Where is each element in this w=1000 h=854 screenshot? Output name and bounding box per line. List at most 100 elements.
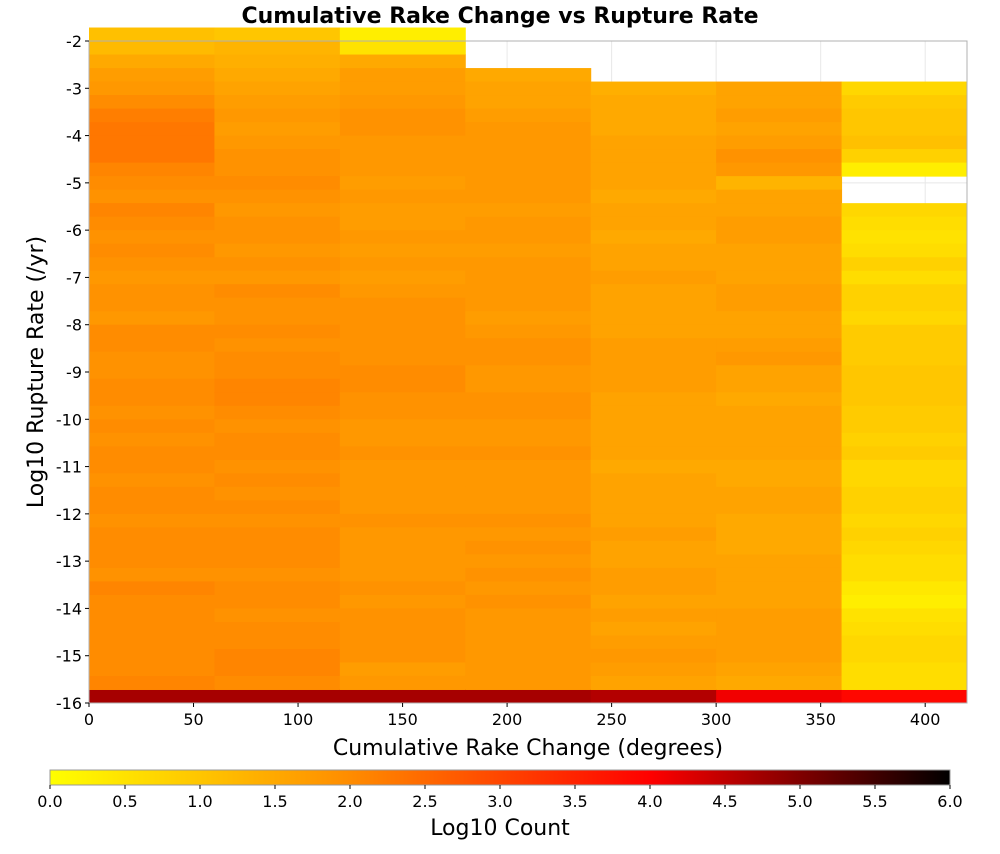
heatmap-cell: [89, 270, 215, 285]
heatmap-cell: [590, 338, 717, 353]
heatmap-cell: [841, 500, 968, 515]
heatmap-cell: [89, 594, 215, 609]
heatmap-cell: [214, 621, 341, 636]
heatmap-cell: [339, 594, 466, 609]
heatmap-cell: [89, 459, 215, 474]
heatmap-cell: [89, 540, 215, 555]
heatmap-cell: [590, 621, 717, 636]
heatmap-cell: [465, 351, 592, 366]
heatmap-cell: [716, 662, 843, 677]
heatmap-cell: [465, 662, 592, 677]
heatmap-cell: [590, 513, 717, 528]
heatmap-cell: [89, 581, 215, 596]
heatmap-cell: [214, 284, 341, 299]
heatmap-cell: [841, 594, 968, 609]
heatmap-cell: [89, 149, 215, 164]
heatmap-cell: [841, 473, 968, 488]
heatmap-cell: [214, 513, 341, 528]
heatmap-cell: [716, 108, 843, 123]
heatmap-cell: [590, 365, 717, 380]
heatmap-cell: [841, 243, 968, 258]
heatmap-cell: [339, 68, 466, 83]
heatmap-cell: [214, 351, 341, 366]
heatmap-cell: [89, 324, 215, 339]
colorbar-tick-label: 1.0: [187, 792, 212, 811]
heatmap-cell: [716, 608, 843, 623]
heatmap-cell: [841, 108, 968, 123]
y-axis-label: Log10 Rupture Rate (/yr): [24, 236, 49, 508]
heatmap-cell: [716, 459, 843, 474]
heatmap-cell: [465, 689, 592, 704]
heatmap-cell: [465, 527, 592, 542]
heatmap-cell: [716, 338, 843, 353]
heatmap-cell: [465, 122, 592, 137]
heatmap-cell: [214, 540, 341, 555]
heatmap-cell: [716, 675, 843, 690]
heatmap-cell: [465, 189, 592, 204]
heatmap-cell: [89, 513, 215, 528]
heatmap-cell: [465, 378, 592, 393]
heatmap-cell: [89, 108, 215, 123]
heatmap-cell: [89, 216, 215, 231]
heatmap-cell: [716, 419, 843, 434]
heatmap-cell: [339, 122, 466, 137]
heatmap-cell: [339, 189, 466, 204]
heatmap-cell: [214, 230, 341, 245]
heatmap-cell: [716, 581, 843, 596]
heatmap-cell: [339, 27, 466, 42]
heatmap-cell: [465, 486, 592, 501]
heatmap-cell: [716, 203, 843, 218]
heatmap-cell: [590, 351, 717, 366]
colorbar-tick-label: 1.5: [262, 792, 287, 811]
heatmap-cell: [214, 135, 341, 150]
heatmap-cell: [89, 68, 215, 83]
heatmap-cell: [89, 446, 215, 461]
heatmap-cell: [590, 189, 717, 204]
heatmap-cell: [465, 81, 592, 96]
heatmap-cell: [339, 446, 466, 461]
heatmap-cell: [716, 432, 843, 447]
heatmap-cell: [339, 675, 466, 690]
heatmap-cell: [590, 540, 717, 555]
heatmap-cell: [214, 446, 341, 461]
heatmap-cell: [716, 527, 843, 542]
heatmap-cell: [465, 567, 592, 582]
heatmap-cell: [716, 162, 843, 177]
heatmap-cell: [590, 567, 717, 582]
heatmap-cell: [590, 432, 717, 447]
heatmap-cell: [716, 297, 843, 312]
heatmap-cell: [214, 405, 341, 420]
y-tick-label: -16: [56, 694, 82, 713]
heatmap-cell: [465, 432, 592, 447]
heatmap-cell: [339, 108, 466, 123]
heatmap-cell: [465, 203, 592, 218]
heatmap-cell: [465, 257, 592, 272]
heatmap-cell: [841, 567, 968, 582]
heatmap-cell: [590, 284, 717, 299]
heatmap-cell: [339, 405, 466, 420]
heatmap-cell: [214, 473, 341, 488]
heatmap-cell: [841, 419, 968, 434]
heatmap-cell: [716, 311, 843, 326]
heatmap-cell: [465, 581, 592, 596]
y-tick-label: -13: [56, 552, 82, 571]
heatmap-cell: [465, 459, 592, 474]
heatmap-cell: [590, 648, 717, 663]
heatmap-cell: [214, 270, 341, 285]
heatmap-cell: [716, 500, 843, 515]
y-tick-label: -10: [56, 410, 82, 429]
heatmap-cell: [716, 635, 843, 650]
heatmap-cell: [590, 378, 717, 393]
heatmap-cell: [214, 81, 341, 96]
colorbar-tick-label: 0.5: [112, 792, 137, 811]
heatmap-cell: [716, 392, 843, 407]
colorbar-label: Log10 Count: [430, 816, 570, 841]
heatmap-cell: [716, 176, 843, 191]
y-tick-label: -11: [56, 458, 82, 477]
heatmap-cell: [89, 135, 215, 150]
heatmap-cell: [465, 594, 592, 609]
heatmap-cell: [339, 540, 466, 555]
heatmap-cell: [590, 135, 717, 150]
heatmap-cell: [214, 257, 341, 272]
heatmap-cell: [841, 270, 968, 285]
